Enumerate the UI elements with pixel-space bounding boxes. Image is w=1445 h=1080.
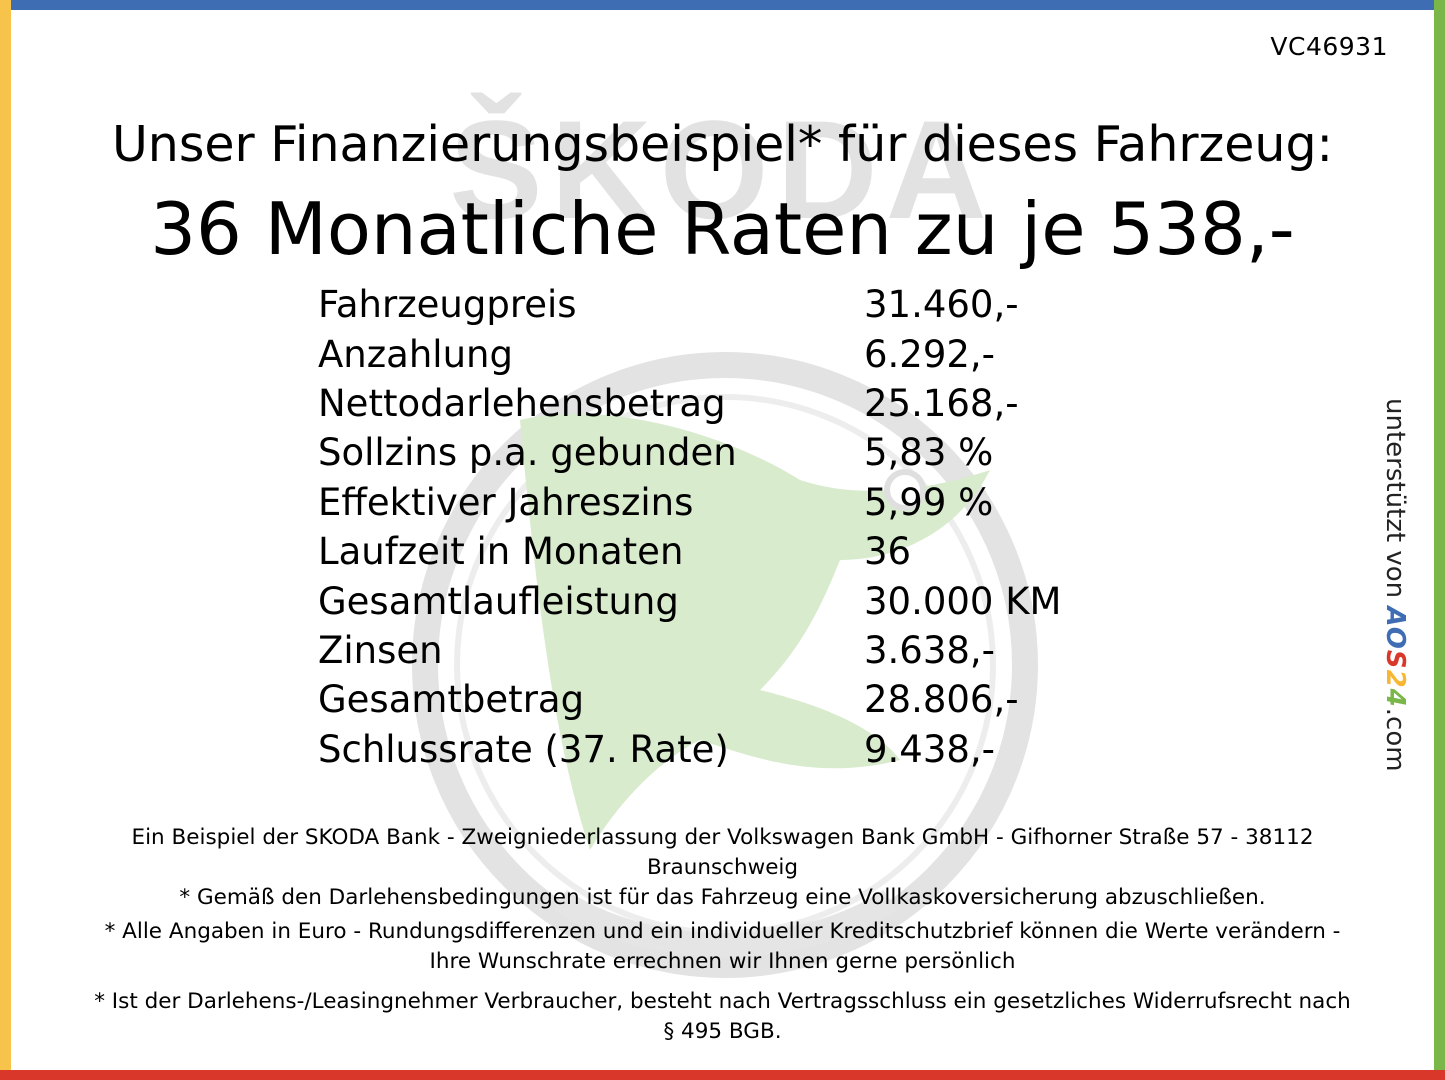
watermark-text: ŠKODA — [449, 91, 995, 248]
row-label: Gesamtlaufleistung — [318, 579, 679, 623]
table-row: Schlussrate (37. Rate) 9.438,- — [318, 725, 1061, 774]
reference-code: VC46931 — [1270, 32, 1388, 61]
currency-disclaimer: * Alle Angaben in Euro - Rundungsdiffere… — [104, 919, 1341, 974]
side-credit-text: unterstützt von AOS24.com — [1380, 398, 1410, 772]
skoda-emblem — [412, 352, 1038, 978]
row-label: Effektiver Jahreszins — [318, 480, 694, 524]
row-label: Anzahlung — [318, 332, 513, 376]
row-value: 5,83 % — [864, 431, 994, 475]
credit-suffix: .com — [1380, 707, 1410, 772]
row-value: 6.292,- — [864, 332, 996, 376]
side-credit: unterstützt von AOS24.com — [1372, 398, 1412, 798]
table-row: Effektiver Jahreszins 5,99 % — [318, 478, 1061, 527]
row-label: Sollzins p.a. gebunden — [318, 431, 737, 475]
border-left — [0, 0, 11, 1080]
row-label: Schlussrate (37. Rate) — [318, 727, 729, 771]
row-label: Nettodarlehensbetrag — [318, 381, 726, 425]
disclaimer-block: Ein Beispiel der SKODA Bank - Zweigniede… — [90, 823, 1355, 1047]
table-row: Laufzeit in Monaten 36 — [318, 527, 1061, 576]
border-right — [1434, 0, 1445, 1080]
page-title: Unser Finanzierungsbeispiel* für dieses … — [111, 116, 1334, 173]
aos24-logo: AOS24 — [1380, 606, 1410, 708]
row-value: 28.806,- — [864, 678, 1019, 722]
row-label: Laufzeit in Monaten — [318, 530, 684, 574]
table-row: Gesamtlaufleistung 30.000 KM — [318, 576, 1061, 625]
table-row: Gesamtbetrag 28.806,- — [318, 675, 1061, 724]
table-row: Sollzins p.a. gebunden 5,83 % — [318, 428, 1061, 477]
row-value: 9.438,- — [864, 727, 996, 771]
table-row: Fahrzeugpreis 31.460,- — [318, 280, 1061, 329]
credit-prefix: unterstützt von — [1380, 398, 1410, 599]
withdrawal-disclaimer: * Ist der Darlehens-/Leasingnehmer Verbr… — [94, 989, 1351, 1044]
insurance-disclaimer: * Gemäß den Darlehensbedingungen ist für… — [179, 885, 1266, 910]
row-label: Zinsen — [318, 628, 443, 672]
border-bottom — [0, 1070, 1445, 1080]
monthly-rate-headline: 36 Monatliche Raten zu je 538,- — [150, 187, 1295, 271]
table-row: Anzahlung 6.292,- — [318, 329, 1061, 378]
financing-table: Fahrzeugpreis 31.460,- Anzahlung 6.292,- N… — [318, 280, 1061, 774]
bank-disclaimer: Ein Beispiel der SKODA Bank - Zweigniede… — [131, 825, 1314, 880]
table-row: Zinsen 3.638,- — [318, 626, 1061, 675]
row-value: 3.638,- — [864, 628, 996, 672]
row-value: 36 — [864, 530, 912, 574]
table-row: Nettodarlehensbetrag 25.168,- — [318, 379, 1061, 428]
row-label: Fahrzeugpreis — [318, 283, 577, 327]
border-top — [0, 0, 1445, 10]
row-label: Gesamtbetrag — [318, 678, 585, 722]
row-value: 31.460,- — [864, 283, 1019, 327]
row-value: 25.168,- — [864, 381, 1019, 425]
row-value: 5,99 % — [864, 480, 994, 524]
row-value: 30.000 KM — [864, 579, 1062, 623]
